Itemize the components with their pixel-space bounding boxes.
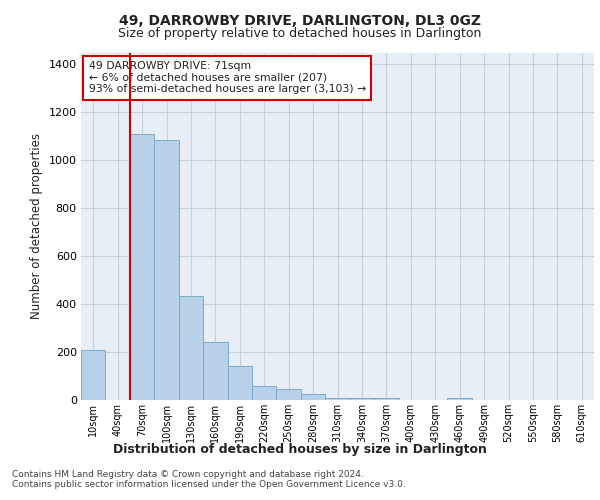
Bar	[301, 394, 325, 400]
Text: Size of property relative to detached houses in Darlington: Size of property relative to detached ho…	[118, 28, 482, 40]
Text: Contains HM Land Registry data © Crown copyright and database right 2024.: Contains HM Land Registry data © Crown c…	[12, 470, 364, 479]
Text: 49, DARROWBY DRIVE, DARLINGTON, DL3 0GZ: 49, DARROWBY DRIVE, DARLINGTON, DL3 0GZ	[119, 14, 481, 28]
Bar	[81, 350, 106, 400]
Bar	[277, 389, 301, 400]
Bar	[154, 140, 179, 400]
Bar	[179, 296, 203, 400]
Bar	[252, 386, 277, 400]
Text: Contains public sector information licensed under the Open Government Licence v3: Contains public sector information licen…	[12, 480, 406, 489]
Bar	[448, 398, 472, 400]
Y-axis label: Number of detached properties: Number of detached properties	[30, 133, 43, 320]
Bar	[130, 134, 154, 400]
Text: 49 DARROWBY DRIVE: 71sqm
← 6% of detached houses are smaller (207)
93% of semi-d: 49 DARROWBY DRIVE: 71sqm ← 6% of detache…	[89, 61, 366, 94]
Bar	[374, 398, 398, 400]
Text: Distribution of detached houses by size in Darlington: Distribution of detached houses by size …	[113, 442, 487, 456]
Bar	[203, 342, 227, 400]
Bar	[227, 366, 252, 400]
Bar	[325, 398, 350, 400]
Bar	[350, 398, 374, 400]
